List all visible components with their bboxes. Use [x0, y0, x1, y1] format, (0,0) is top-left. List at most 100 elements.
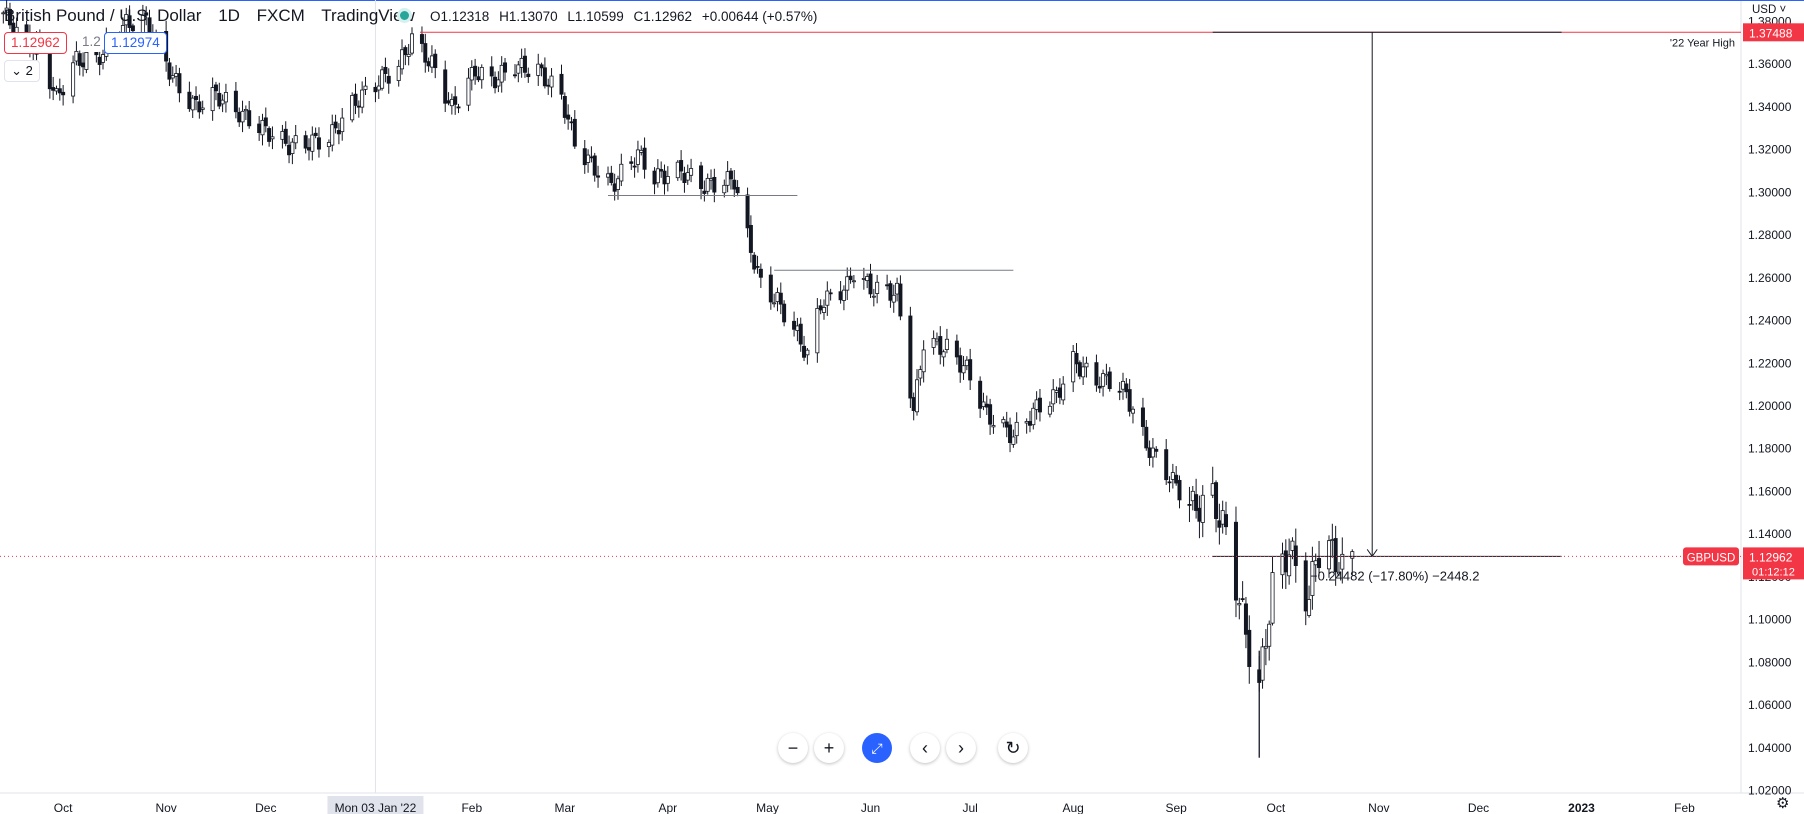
candle-body	[915, 379, 920, 413]
candle-body	[582, 148, 587, 166]
reset-chart-button[interactable]: ↻	[998, 733, 1028, 763]
candle-body	[586, 154, 591, 163]
candle-body	[542, 67, 547, 87]
time-tick-label: Nov	[1368, 801, 1389, 814]
candle-body	[1263, 645, 1268, 649]
candle-body	[699, 165, 704, 190]
candle-body	[316, 137, 321, 150]
price-tick-label: 1.16000	[1748, 484, 1792, 498]
price-tick-label: 1.10000	[1748, 613, 1792, 627]
candle-body	[868, 273, 873, 295]
candle-body	[821, 307, 826, 313]
candle-body	[1177, 479, 1182, 501]
candle-body	[938, 336, 943, 355]
candle-body	[898, 283, 903, 317]
candle-body	[702, 190, 707, 194]
candle-body	[805, 349, 810, 356]
candle-body	[1290, 540, 1295, 551]
candle-body	[449, 98, 454, 107]
candle-body	[825, 290, 830, 306]
price-tick-label: 1.18000	[1748, 442, 1792, 456]
candle-body	[1287, 554, 1292, 577]
candle-body	[356, 105, 361, 108]
candle-body	[1307, 599, 1312, 616]
candle-body	[1197, 507, 1202, 522]
candle-body	[340, 117, 345, 133]
reset-zoom-icon: ⤢	[871, 740, 883, 756]
time-tick-label: May	[756, 801, 779, 814]
candle-body	[476, 76, 481, 81]
price-tick-label: 1.24000	[1748, 314, 1792, 328]
candle-body	[283, 128, 288, 144]
candle-body	[303, 135, 308, 149]
candle-body	[313, 132, 318, 137]
zoom-controls: − + ⤢ ‹ › ↻	[776, 733, 1032, 765]
buy-button[interactable]: 1.12974	[104, 32, 167, 54]
interval-label[interactable]: 1D	[218, 6, 240, 25]
time-tick-label: Mar	[554, 801, 575, 814]
candle-body	[931, 337, 936, 348]
candle-body	[326, 142, 331, 148]
candle-body	[612, 183, 617, 192]
time-tick-label: Dec	[255, 801, 276, 814]
candle-body	[732, 179, 737, 190]
candle-body	[200, 107, 205, 110]
candle-body	[988, 404, 993, 425]
time-tick-label: Jun	[861, 801, 880, 814]
chevron-down-icon: ⌄	[11, 63, 23, 78]
candle-body	[745, 194, 750, 229]
zoom-in-button[interactable]: +	[814, 733, 844, 763]
last-price-badge	[1743, 547, 1804, 580]
reset-zoom-button[interactable]: ⤢	[862, 733, 892, 763]
candle-body	[1051, 389, 1056, 405]
candle-body	[562, 95, 567, 118]
settings-button[interactable]: ⚙	[1776, 794, 1789, 812]
candle-body	[1170, 472, 1175, 480]
candle-body	[363, 85, 368, 90]
candle-body	[270, 136, 275, 140]
candle-body	[1283, 550, 1288, 573]
candle-body	[682, 172, 687, 184]
year-high-price-label: 1.37488	[1749, 26, 1793, 40]
zoom-out-button[interactable]: −	[778, 733, 808, 763]
symbol-header[interactable]: British Pound / U.S. Dollar 1D FXCM Trad…	[4, 6, 427, 26]
candle-body	[1174, 474, 1179, 484]
candle-body	[1164, 449, 1169, 481]
currency-menu[interactable]: USD ˅	[1752, 4, 1786, 16]
chevron-right-icon: ›	[958, 738, 964, 758]
candle-body	[685, 172, 690, 181]
candle-body	[1210, 483, 1215, 496]
candle-body	[1303, 560, 1308, 612]
scroll-right-button[interactable]: ›	[946, 733, 976, 763]
candle-body	[473, 65, 478, 77]
candle-body	[1147, 447, 1152, 458]
candle-body	[871, 295, 876, 298]
candle-body	[1247, 629, 1252, 667]
ohlc-values: O1.12318 H1.13070 L1.10599 C1.12962 +0.0…	[430, 9, 823, 24]
sell-button[interactable]: 1.12962	[4, 32, 67, 54]
candle-body	[1330, 539, 1335, 541]
crosshair-time-label: Mon 03 Jan '22	[335, 801, 417, 814]
candle-body	[1127, 389, 1132, 412]
candle-body	[257, 123, 262, 134]
candle-body	[489, 66, 494, 77]
indicators-collapse-button[interactable]: ⌄ 2	[4, 60, 40, 82]
scroll-left-button[interactable]: ‹	[910, 733, 940, 763]
candle-body	[984, 403, 989, 408]
candle-body	[1061, 383, 1066, 401]
candle-body	[1008, 424, 1013, 443]
candle-body	[223, 92, 228, 103]
candle-body	[1310, 561, 1315, 596]
candle-body	[496, 79, 501, 87]
candle-body	[1001, 419, 1006, 424]
candle-body	[1270, 572, 1275, 624]
candle-body	[1267, 623, 1272, 647]
spread-value: 1.2	[80, 32, 103, 52]
candle-body	[1094, 362, 1099, 386]
candle-body	[433, 53, 438, 69]
candle-body	[1031, 407, 1036, 426]
candle-body	[934, 338, 939, 342]
candle-body	[167, 62, 172, 80]
